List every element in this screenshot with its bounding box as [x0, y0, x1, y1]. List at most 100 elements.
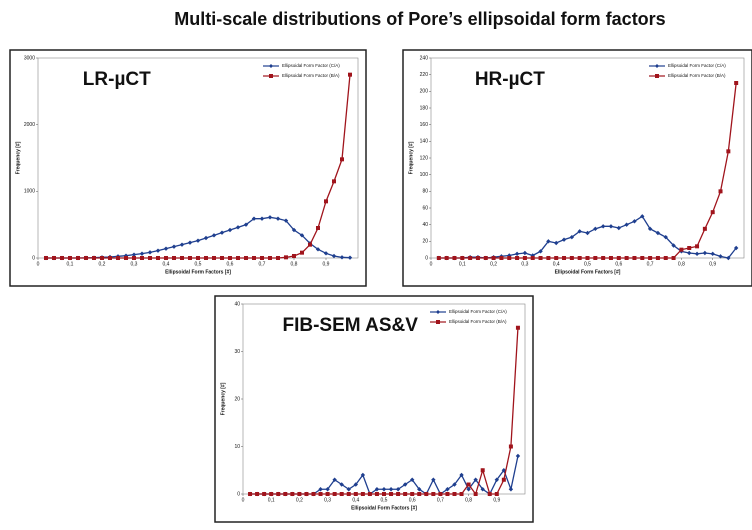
- point: [315, 247, 321, 252]
- point: [538, 249, 543, 254]
- x-tick-label: 0,1: [268, 497, 275, 503]
- point: [196, 256, 200, 260]
- y-tick-label: 100: [420, 172, 429, 178]
- point: [283, 218, 289, 223]
- x-tick-label: 0,5: [381, 497, 388, 503]
- point: [452, 492, 457, 496]
- y-tick-label: 2000: [24, 122, 35, 128]
- point: [353, 492, 358, 496]
- y-tick-label: 40: [422, 222, 428, 228]
- y-tick-label: 80: [422, 189, 428, 195]
- point: [487, 492, 492, 496]
- point: [318, 492, 323, 496]
- point: [323, 251, 329, 256]
- point: [663, 234, 668, 240]
- x-tick-label: 0,1: [67, 261, 74, 267]
- point: [431, 477, 436, 482]
- point: [530, 256, 535, 260]
- panel-frame: [9, 49, 367, 287]
- point: [318, 487, 323, 492]
- point: [276, 492, 281, 496]
- point: [452, 256, 457, 260]
- point: [262, 492, 267, 496]
- point: [648, 256, 653, 260]
- point: [445, 487, 450, 492]
- point: [339, 492, 344, 496]
- point: [187, 240, 193, 245]
- point: [179, 242, 185, 247]
- point: [148, 256, 152, 260]
- point: [204, 256, 208, 260]
- point: [561, 237, 567, 242]
- x-tick-label: 0,6: [409, 497, 416, 503]
- point: [163, 246, 169, 251]
- point: [260, 256, 264, 260]
- point: [438, 492, 443, 496]
- x-tick-label: 0,3: [324, 497, 331, 503]
- point: [360, 492, 365, 496]
- point: [325, 492, 330, 496]
- point: [44, 256, 48, 260]
- panel-frame: [214, 295, 534, 523]
- point: [259, 216, 265, 221]
- point: [332, 492, 337, 496]
- point: [244, 256, 248, 260]
- point: [600, 224, 606, 229]
- x-axis-label: Ellipsoidal Form Factors [#]: [555, 269, 621, 275]
- point: [275, 216, 281, 221]
- point: [76, 256, 80, 260]
- point: [424, 492, 429, 496]
- point: [304, 492, 309, 496]
- point: [284, 255, 288, 260]
- point: [640, 214, 645, 219]
- x-tick-label: 0,9: [709, 261, 716, 267]
- point: [459, 492, 464, 496]
- point: [243, 222, 249, 227]
- point: [68, 256, 72, 260]
- point: [251, 216, 257, 221]
- y-tick-label: 220: [420, 72, 429, 78]
- y-axis-label: Frequency [#]: [408, 141, 414, 174]
- point: [332, 179, 336, 184]
- point: [290, 492, 295, 496]
- point: [84, 256, 88, 260]
- point: [172, 256, 176, 260]
- point: [601, 256, 606, 260]
- point: [219, 230, 225, 235]
- point: [515, 453, 521, 459]
- point: [577, 256, 582, 260]
- x-tick-label: 0,2: [99, 261, 106, 267]
- point: [316, 226, 320, 230]
- panel-title: LR-µCT: [83, 69, 151, 90]
- y-tick-label: 140: [420, 139, 429, 145]
- point: [339, 482, 344, 487]
- point: [360, 472, 366, 478]
- point: [332, 477, 337, 482]
- point: [339, 255, 345, 260]
- point: [252, 256, 256, 260]
- y-tick-label: 180: [420, 105, 429, 111]
- x-axis-label: Ellipsoidal Form Factors [#]: [351, 505, 417, 511]
- point: [276, 256, 280, 260]
- x-tick-label: 0: [242, 497, 245, 503]
- point: [522, 250, 528, 256]
- point: [494, 477, 499, 482]
- x-tick-label: 0,2: [296, 497, 303, 503]
- point: [164, 256, 168, 260]
- x-tick-label: 0,8: [678, 261, 685, 267]
- y-tick-label: 3000: [24, 55, 35, 61]
- point: [687, 250, 692, 256]
- point: [499, 256, 504, 260]
- legend-marker: [436, 310, 440, 314]
- point: [452, 482, 457, 487]
- y-axis-label: Frequency [#]: [15, 141, 21, 174]
- point: [445, 492, 450, 496]
- point: [156, 256, 160, 260]
- point: [283, 492, 288, 496]
- point: [585, 230, 590, 236]
- x-tick-label: 0,1: [459, 261, 466, 267]
- point: [468, 256, 473, 260]
- point: [132, 256, 136, 260]
